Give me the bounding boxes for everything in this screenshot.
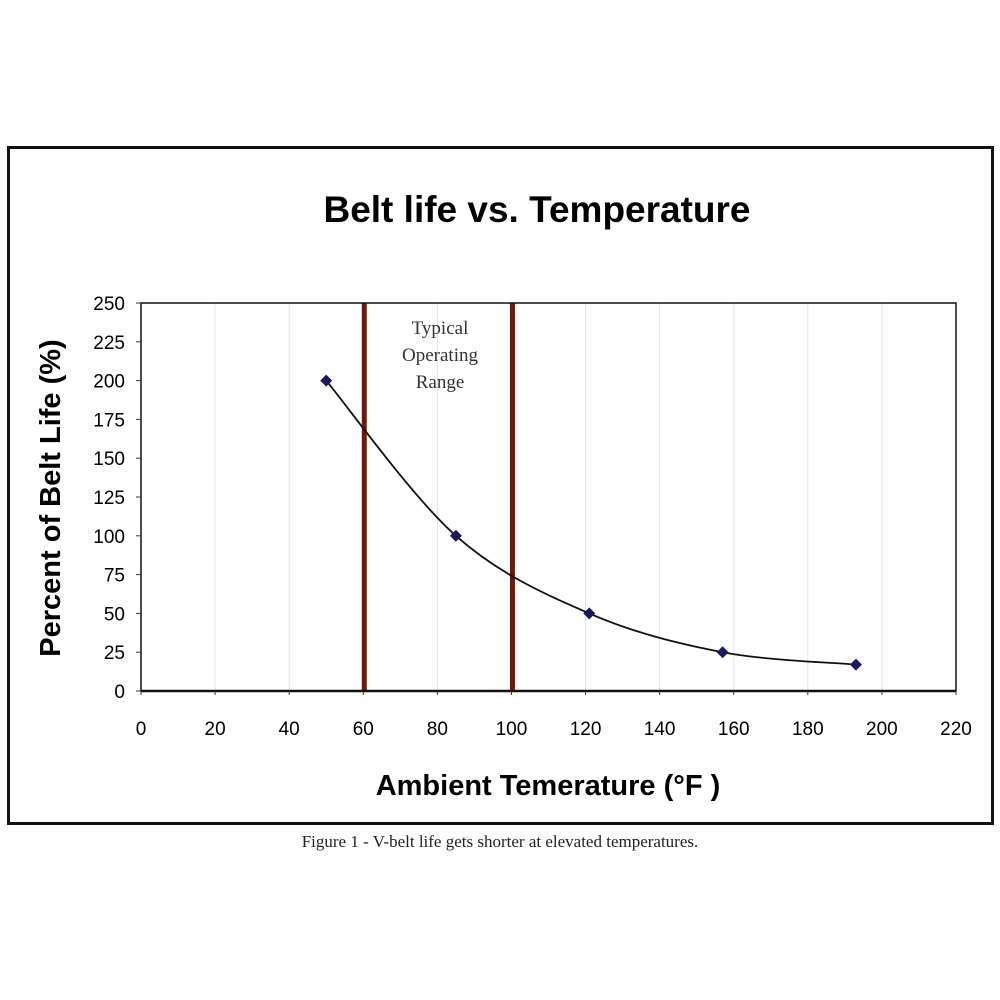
x-tick-label: 220 [940, 719, 972, 740]
x-tick-label: 80 [427, 719, 448, 740]
x-tick-label: 140 [644, 719, 676, 740]
annotation-text: Range [416, 372, 465, 393]
data-point-marker [849, 658, 862, 671]
x-tick-label: 0 [136, 719, 147, 740]
x-tick-label: 100 [496, 719, 528, 740]
y-tick-label: 25 [104, 643, 125, 664]
y-tick-label: 150 [93, 449, 125, 470]
y-axis-label: Percent of Belt Life (%) [35, 339, 67, 656]
chart-title: Belt life vs. Temperature [323, 189, 750, 230]
y-tick-label: 0 [114, 682, 125, 703]
plot-area-border [140, 302, 957, 692]
y-tick-label: 250 [93, 294, 125, 315]
figure-caption: Figure 1 - V-belt life gets shorter at e… [301, 832, 699, 851]
x-tick-label: 60 [353, 719, 374, 740]
y-tick-label: 225 [93, 333, 125, 354]
y-tick-label: 200 [93, 372, 125, 393]
series-line [325, 380, 857, 666]
y-tick-label: 100 [93, 527, 125, 548]
chart-frame [7, 146, 994, 825]
data-point-marker [583, 607, 596, 620]
y-tick-label: 175 [93, 410, 125, 431]
data-point-marker [320, 374, 333, 387]
data-point-marker [716, 646, 729, 659]
x-tick-label: 40 [279, 719, 300, 740]
y-tick-label: 75 [104, 566, 125, 587]
x-axis-label: Ambient Temerature (°F ) [376, 770, 721, 802]
annotation-text: Typical [412, 318, 469, 339]
x-tick-label: 160 [718, 719, 750, 740]
y-tick-label: 50 [104, 604, 125, 625]
annotation-text: Operating [402, 345, 478, 366]
x-tick-label: 200 [866, 719, 898, 740]
x-tick-label: 180 [792, 719, 824, 740]
y-tick-label: 125 [93, 488, 125, 509]
x-tick-label: 20 [205, 719, 226, 740]
data-point-marker [449, 529, 462, 542]
x-tick-label: 120 [570, 719, 602, 740]
